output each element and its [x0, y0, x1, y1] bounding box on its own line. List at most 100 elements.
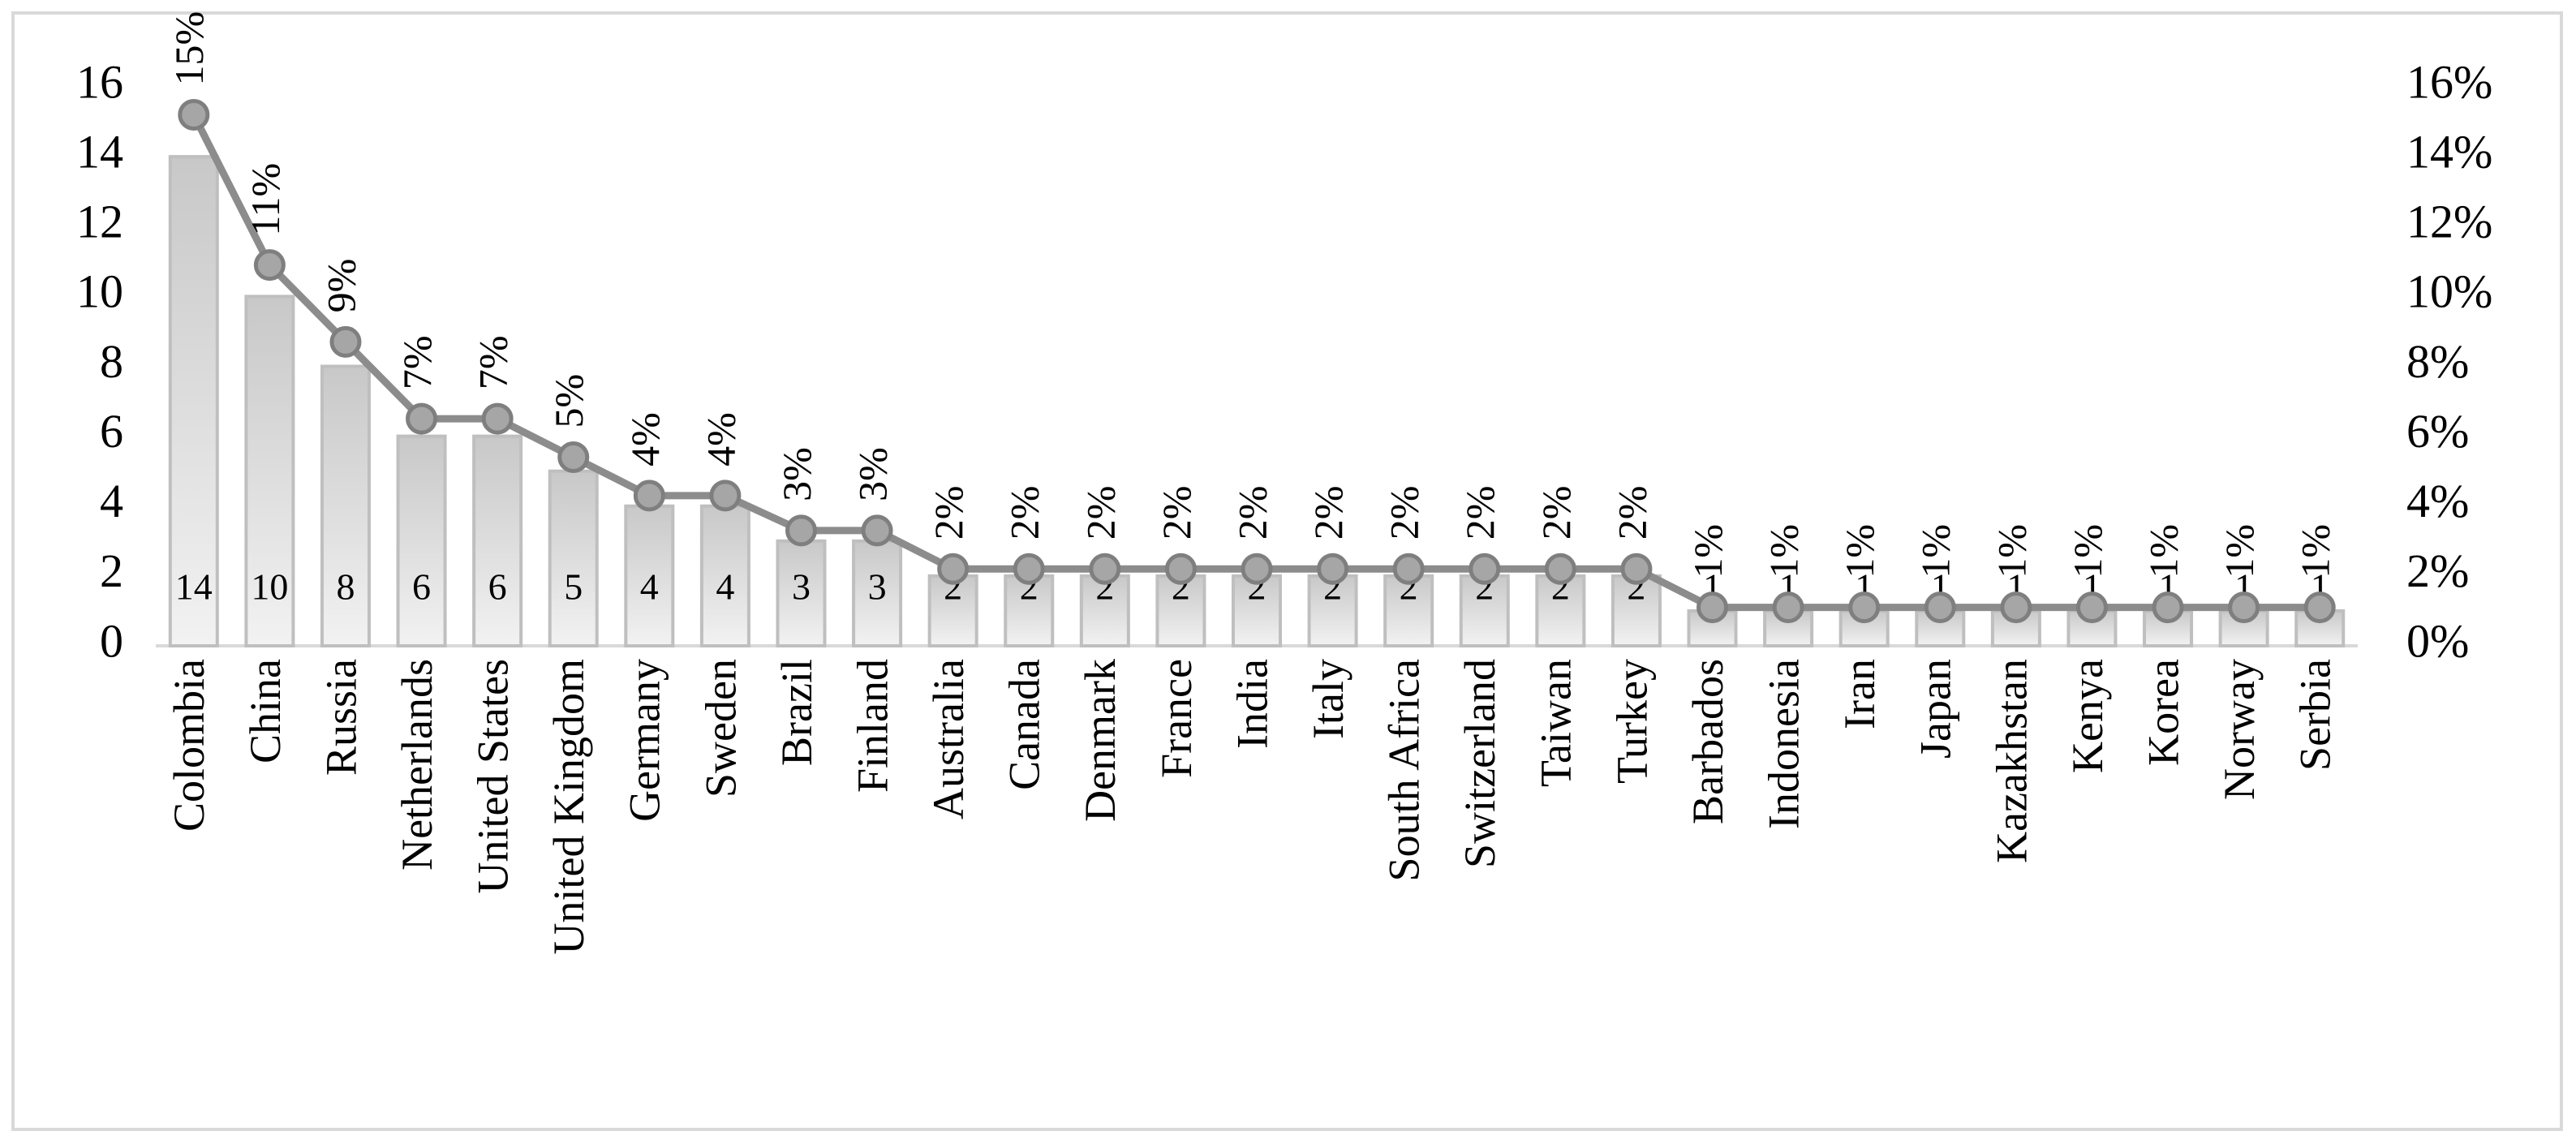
bar: [1004, 574, 1055, 647]
y2-tick-label: 14%: [2406, 125, 2492, 178]
line-marker: [1013, 553, 1045, 585]
x-tick-label: South Africa: [1380, 659, 1429, 881]
line-value-label: 7%: [394, 335, 440, 389]
line-value-label: 9%: [318, 259, 363, 313]
line-marker: [1620, 553, 1653, 585]
line-value-label: 4%: [698, 412, 743, 467]
x-tick-label: Japan: [1912, 659, 1960, 759]
x-tick-label: Norway: [2215, 659, 2264, 800]
bar-value-label: 8: [336, 566, 355, 608]
y2-tick-label: 4%: [2406, 475, 2469, 527]
bar: [1535, 574, 1586, 647]
line-marker: [557, 441, 590, 473]
x-tick-label: Indonesia: [1759, 659, 1808, 829]
line-marker: [1317, 553, 1349, 585]
line-value-label: 1%: [1761, 524, 1807, 578]
line-marker: [481, 402, 514, 435]
y2-tick-label: 2%: [2406, 544, 2469, 597]
y2-tick-label: 8%: [2406, 335, 2469, 388]
y-tick-label: 4: [100, 475, 123, 527]
x-tick-label: Australia: [924, 659, 973, 819]
bar-value-label: 14: [175, 566, 213, 608]
line-value-label: 15%: [166, 11, 212, 86]
line-value-label: 2%: [1154, 486, 1199, 540]
line-value-label: 1%: [2065, 524, 2110, 578]
bar: [548, 469, 599, 647]
bar-value-label: 6: [488, 566, 507, 608]
line-value-label: 4%: [622, 412, 668, 467]
line-value-label: 2%: [1533, 486, 1579, 540]
bar: [852, 539, 903, 647]
y2-tick-label: 0%: [2406, 614, 2469, 667]
line-marker: [2228, 591, 2260, 624]
line-marker: [633, 480, 665, 512]
x-tick-label: Turkey: [1607, 659, 1656, 784]
x-tick-label: Korea: [2139, 659, 2187, 766]
line-marker: [253, 249, 286, 282]
line-value-label: 2%: [1077, 486, 1123, 540]
x-tick-label: Sweden: [696, 659, 745, 798]
line-value-label: 2%: [1457, 486, 1503, 540]
y-tick-label: 8: [100, 335, 123, 388]
line-marker: [178, 98, 210, 131]
line-value-label: 1%: [2293, 524, 2338, 578]
bar-value-label: 3: [792, 566, 811, 608]
line-marker: [1772, 591, 1804, 624]
frame: [11, 11, 2563, 1131]
bar: [1079, 574, 1130, 647]
line-value-label: 2%: [1002, 486, 1047, 540]
line-marker: [937, 553, 970, 585]
y-tick-label: 16: [76, 55, 123, 108]
line-marker: [785, 514, 817, 547]
line-marker: [1544, 553, 1576, 585]
y-tick-label: 2: [100, 544, 123, 597]
line-marker: [2075, 591, 2108, 624]
line-marker: [1924, 591, 1956, 624]
line-value-label: 3%: [850, 447, 896, 501]
bar: [1459, 574, 1510, 647]
x-tick-label: Switzerland: [1456, 659, 1504, 868]
line-value-label: 1%: [1989, 524, 2034, 578]
line-marker: [709, 480, 742, 512]
x-tick-label: Taiwan: [1532, 659, 1580, 787]
line-marker: [1469, 553, 1501, 585]
y-tick-label: 0: [100, 614, 123, 667]
line-value-label: 1%: [2217, 524, 2262, 578]
line-value-label: 3%: [774, 447, 819, 501]
line-marker: [1241, 553, 1273, 585]
x-tick-label: France: [1152, 659, 1201, 778]
line-marker: [329, 325, 362, 358]
bar: [1687, 609, 1738, 647]
bar: [624, 504, 675, 647]
line-value-label: 2%: [1609, 486, 1654, 540]
line-marker: [1848, 591, 1881, 624]
bar: [1307, 574, 1358, 647]
line-marker: [2303, 591, 2336, 624]
bar-value-label: 5: [564, 566, 583, 608]
line-value-label: 5%: [546, 374, 591, 428]
bar-value-label: 6: [412, 566, 431, 608]
line-marker: [2152, 591, 2184, 624]
x-tick-label: Iran: [1835, 659, 1884, 729]
x-tick-label: Russia: [316, 659, 365, 776]
line-value-label: 11%: [243, 163, 288, 236]
line-value-label: 2%: [1305, 486, 1351, 540]
line-marker: [1697, 591, 1729, 624]
line-value-label: 1%: [1685, 524, 1731, 578]
bar-value-label: 10: [251, 566, 288, 608]
x-tick-label: Italy: [1304, 659, 1353, 739]
x-tick-label: Finland: [848, 659, 897, 793]
bar: [244, 295, 295, 647]
y-tick-label: 10: [76, 265, 123, 318]
bar: [168, 155, 219, 647]
line-marker: [1089, 553, 1121, 585]
x-tick-label: Germany: [621, 659, 669, 822]
line-value-label: 2%: [926, 486, 971, 540]
y-tick-label: 12: [76, 196, 123, 248]
x-tick-label: United Kingdom: [544, 659, 593, 954]
bar: [396, 434, 447, 647]
line-marker: [1392, 553, 1425, 585]
y2-tick-label: 6%: [2406, 405, 2469, 458]
bar: [472, 434, 523, 647]
